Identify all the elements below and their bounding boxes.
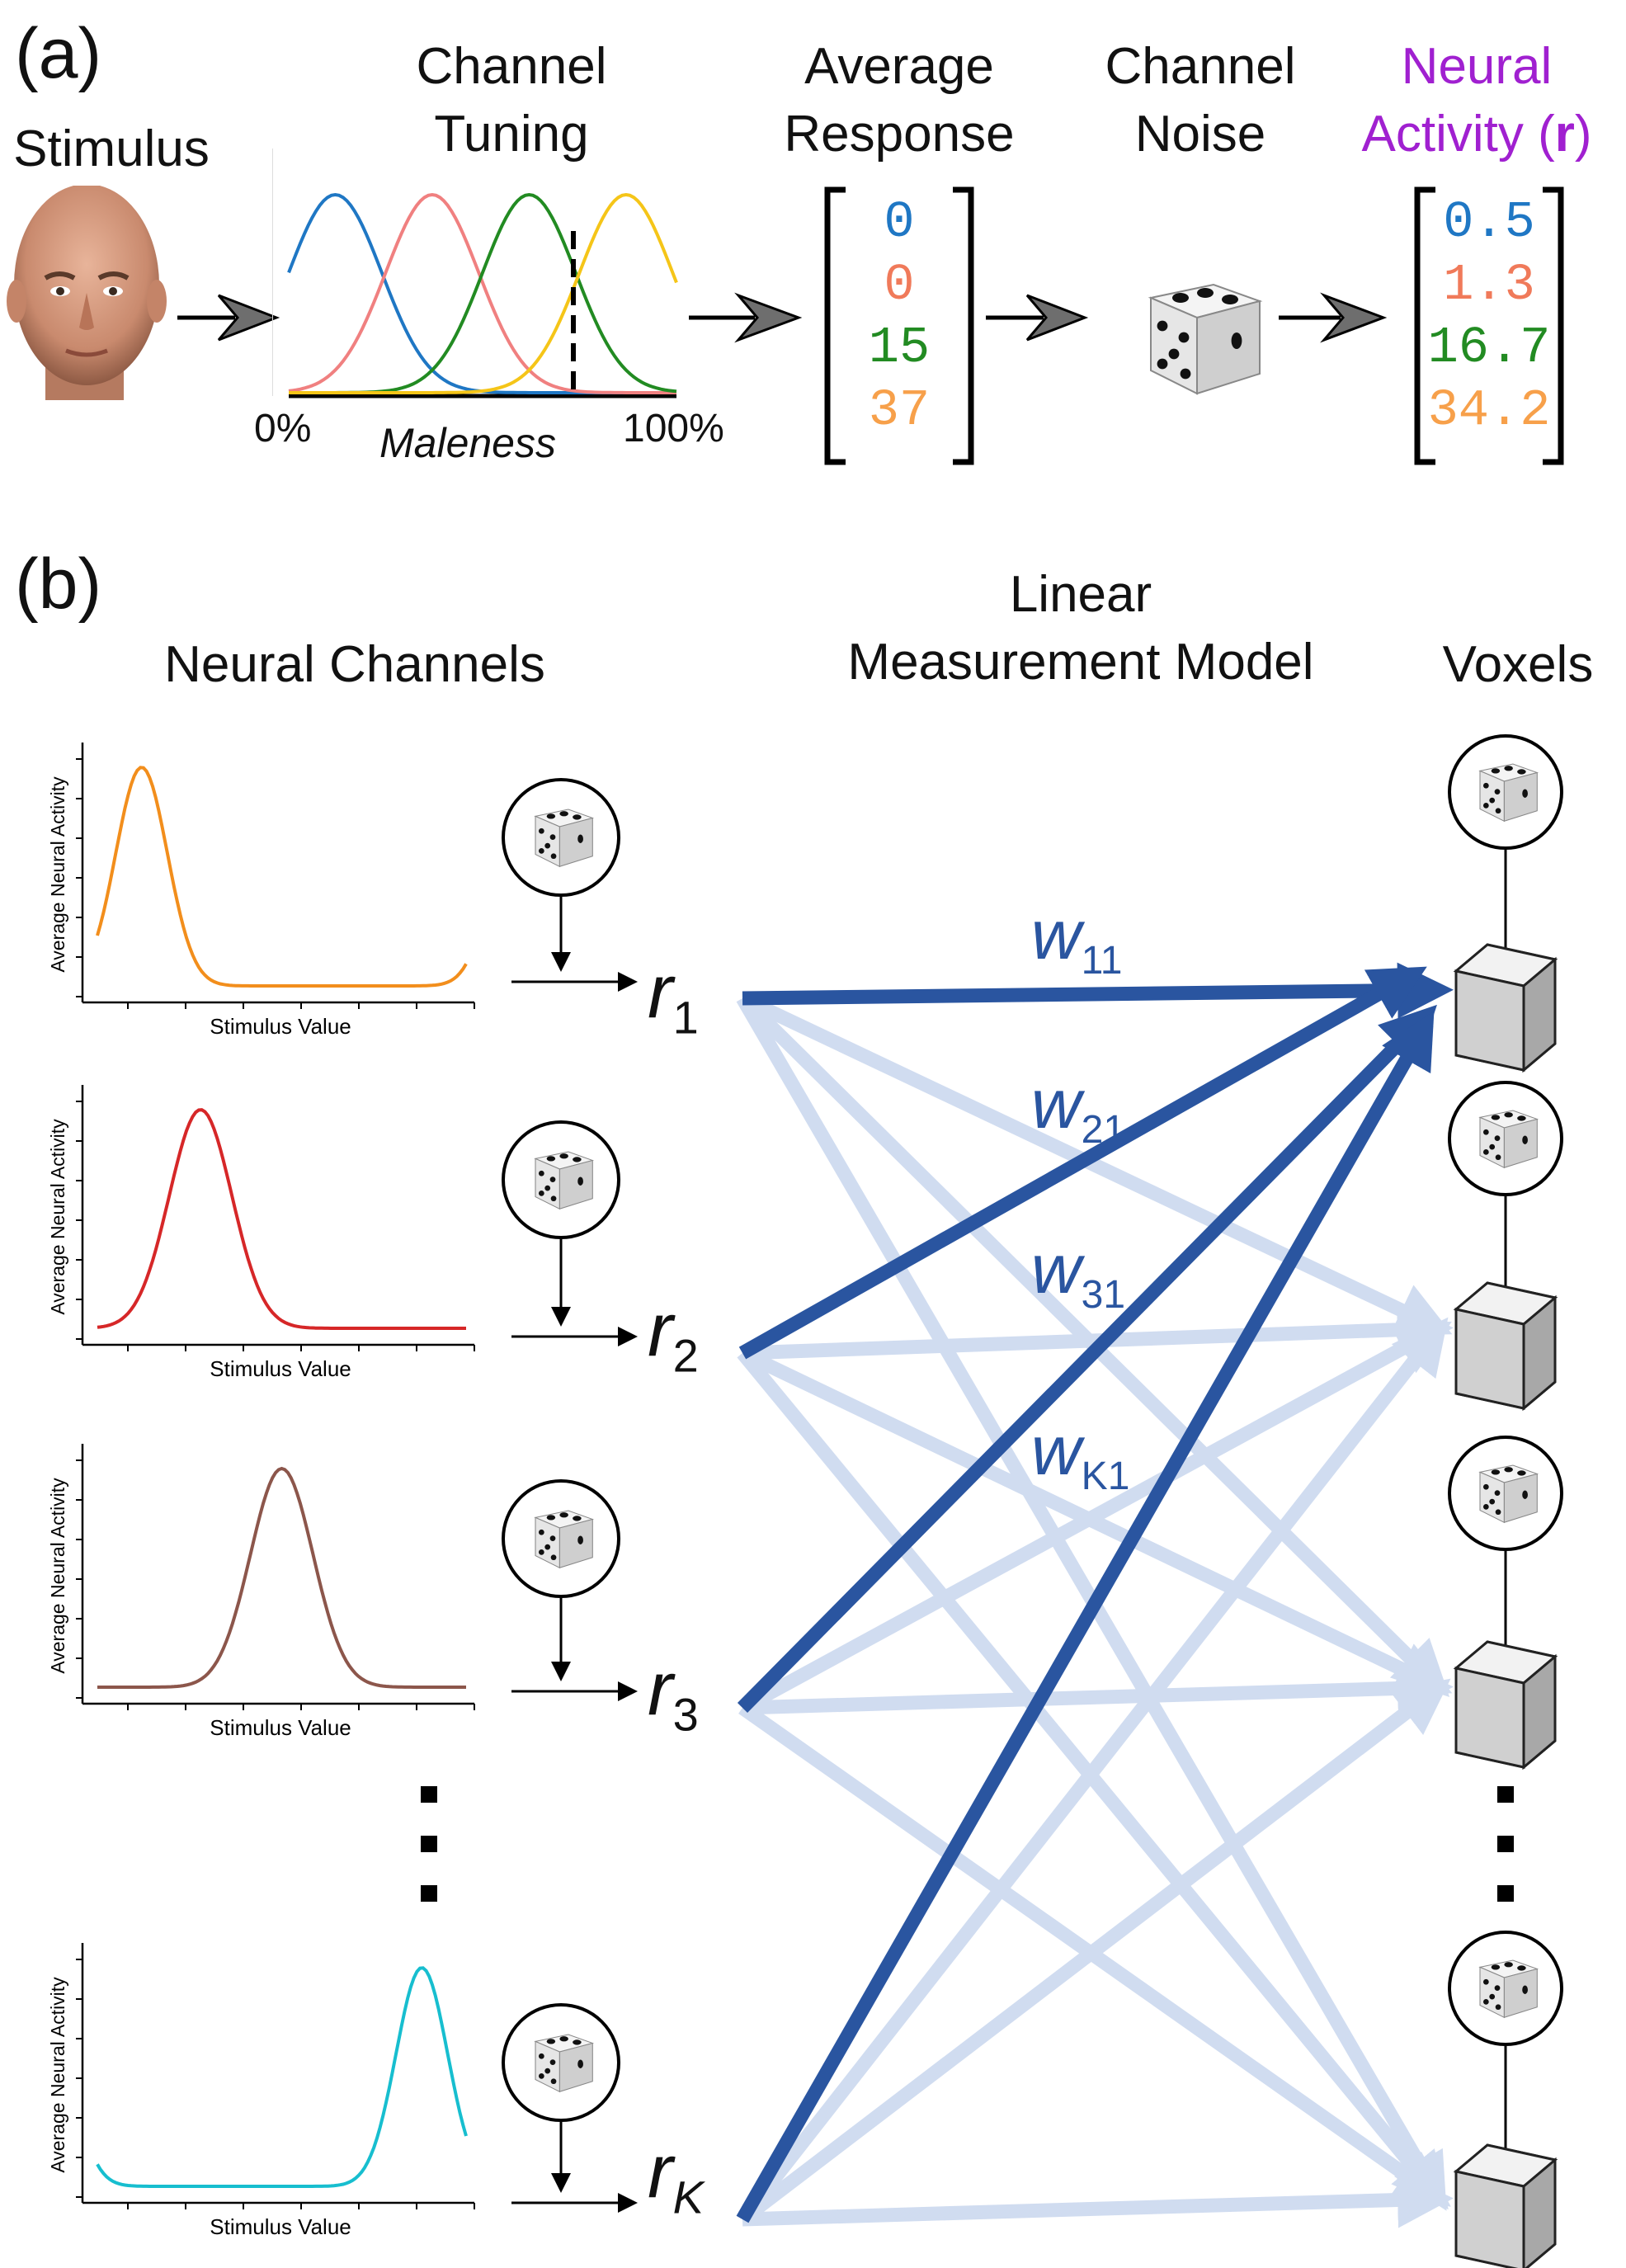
weight-label-w31: w31: [1031, 1230, 1126, 1317]
ellipsis-dot: [421, 1786, 437, 1803]
tuning-curve-pink: [288, 192, 676, 394]
voxel-4: [1448, 1931, 1563, 2268]
activity-vector-brackets: [1414, 186, 1564, 465]
channel-noise-die-3: [502, 1479, 638, 1701]
weight-arrow-strong: [742, 962, 1454, 1019]
arrow-tuning-to-response: [689, 292, 803, 343]
axis-min-label: 0%: [254, 407, 312, 450]
weight-arrow-faint: [737, 1317, 1449, 2224]
voxel-column: [1448, 734, 1563, 2268]
arrow-noise-to-activity: [1279, 292, 1388, 343]
voxel-cube: [1454, 2143, 1557, 2268]
channel-tuning-curve: [96, 766, 468, 988]
voxel-cube: [1454, 1640, 1557, 1769]
linear-model-header: Linear Measurement Model: [847, 566, 1314, 691]
tuning-curves-plot: [272, 149, 678, 398]
x-axis-label: Stimulus Value: [210, 1715, 351, 1740]
axis-max-label: 100%: [623, 407, 724, 450]
weight-arrow-strong: [736, 1011, 1435, 2223]
channel-response-r1: r1: [648, 950, 699, 1044]
x-axis-label: Stimulus Value: [210, 1356, 351, 1381]
ellipsis-dot: [421, 1885, 437, 1902]
maleness-axis-label: Maleness: [379, 420, 556, 466]
response-vector-brackets: [824, 186, 974, 465]
channel-tuning-curve: [97, 1466, 466, 1689]
weight-arrow-strong: [738, 966, 1427, 1360]
voxel-1: [1448, 734, 1563, 1072]
y-axis-label: Average Neural Activity: [47, 1119, 68, 1315]
weight-arrow-faint: [742, 2171, 1454, 2228]
channel-tuning-curve: [96, 1966, 468, 2188]
channel-noise-die-2: [502, 1120, 638, 1346]
channel-response-rK: rK: [648, 2129, 704, 2223]
arrow-response-to-noise: [986, 294, 1089, 342]
y-axis-label: Average Neural Activity: [47, 1977, 68, 2173]
response-value-2: 0: [884, 256, 915, 314]
faint-weight-arrows: [736, 992, 1454, 2228]
ellipsis-dot: [1497, 1885, 1514, 1902]
channel-tuning-header: Channel Tuning: [416, 38, 607, 163]
voxel-3: [1448, 1436, 1563, 1769]
x-axis-label: Stimulus Value: [210, 1014, 351, 1039]
arrow-face-to-tuning: [177, 294, 280, 342]
activity-value-1: 0.5: [1443, 193, 1535, 252]
ellipsis-dot: [421, 1836, 437, 1852]
channel-tuning-curve: [97, 1108, 466, 1330]
x-axis-label: Stimulus Value: [210, 2214, 351, 2239]
ellipsis-dot: [1497, 1836, 1514, 1852]
channel-noise-die-4: [502, 2003, 638, 2213]
strong-weight-arrows: [736, 962, 1454, 2223]
response-value-3: 15: [868, 318, 931, 377]
face-image: [7, 186, 167, 400]
activity-value-4: 34.2: [1427, 381, 1551, 440]
y-axis-label: Average Neural Activity: [47, 1478, 68, 1674]
stimulus-label: Stimulus: [13, 120, 210, 177]
voxel-cube: [1454, 1281, 1557, 1410]
channel-response-r2: r2: [648, 1288, 699, 1382]
weight-label-w11: w11: [1031, 896, 1123, 983]
neural-channels-header: Neural Channels: [164, 636, 545, 693]
panel-b-label: (b): [15, 545, 102, 624]
tuning-curve-yellow: [289, 192, 678, 394]
response-value-1: 0: [884, 193, 915, 252]
weight-arrow-faint: [742, 1301, 1454, 1360]
neural-activity-header: Neural Activity (r): [1361, 38, 1592, 163]
weight-arrow-faint: [738, 1321, 1452, 1714]
channel-plot-3: Average Neural Activity Stimulus Value: [47, 1444, 475, 1740]
channel-plot-4: Average Neural Activity Stimulus Value: [47, 1943, 475, 2239]
ellipsis-dots: [421, 1786, 1514, 1902]
activity-value-3: 16.7: [1427, 318, 1551, 377]
activity-value-2: 1.3: [1443, 256, 1535, 314]
weight-arrow-strong: [737, 1004, 1437, 1713]
weight-arrow-faint: [742, 1660, 1454, 1717]
weight-label-wK1: wK1: [1031, 1412, 1130, 1498]
activity-vector: 0.5 1.3 16.7 34.2: [1415, 191, 1563, 442]
ellipsis-dot: [1497, 1786, 1514, 1803]
channel-noise-header: Channel Noise: [1105, 38, 1296, 163]
voxels-header: Voxels: [1442, 636, 1594, 693]
panel-a-label: (a): [15, 14, 102, 93]
response-value-4: 37: [868, 381, 931, 440]
weight-arrow-faint: [738, 1678, 1451, 2225]
response-vector: 0 0 15 37: [825, 191, 973, 442]
y-axis-label: Average Neural Activity: [47, 776, 68, 973]
weight-label-w21: w21: [1031, 1065, 1126, 1152]
voxel-cube: [1454, 943, 1557, 1072]
channel-response-r3: r3: [648, 1647, 699, 1741]
channel-plot-1: Average Neural Activity Stimulus Value: [47, 743, 475, 1039]
voxel-2: [1448, 1081, 1563, 1410]
channel-plot-2: Average Neural Activity Stimulus Value: [47, 1085, 475, 1381]
channel-noise-die-1: [502, 778, 638, 992]
average-response-header: Average Response: [784, 38, 1015, 163]
